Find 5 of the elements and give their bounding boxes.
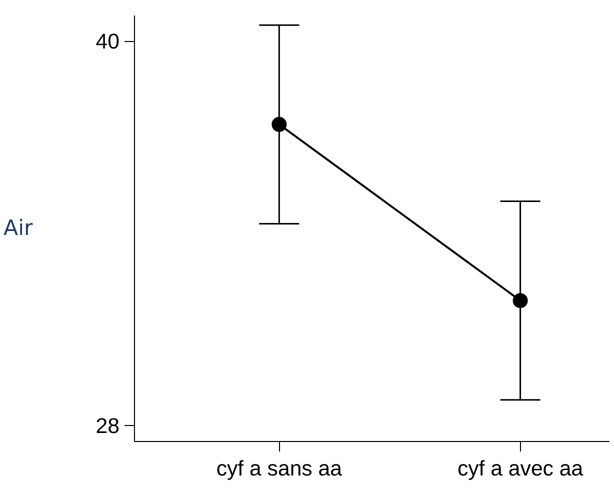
y-tick-label: 40 bbox=[96, 30, 120, 54]
y-tick-label: 28 bbox=[96, 414, 120, 438]
x-tick-label: cyf a sans aa bbox=[216, 456, 342, 480]
y-axis-title: Air bbox=[3, 216, 34, 241]
x-tick-label: cyf a avec aa bbox=[457, 456, 584, 480]
